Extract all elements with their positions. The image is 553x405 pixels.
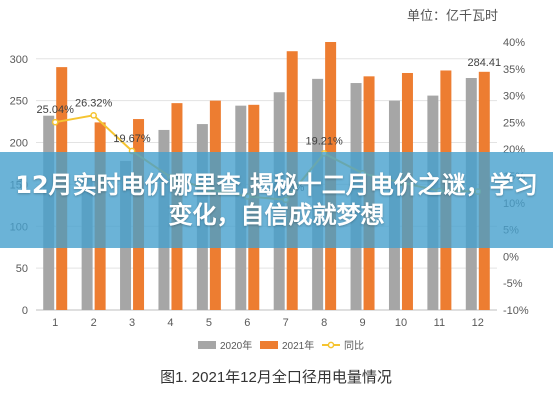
- x-tick-label: 4: [167, 317, 173, 329]
- chart-caption: 图1. 2021年12月全口径用电量情况: [160, 368, 392, 386]
- x-tick-label: 9: [359, 317, 365, 329]
- legend-swatch-point: [327, 341, 335, 349]
- legend-label: 同比: [344, 340, 364, 352]
- y-tick-right-label: 0%: [503, 251, 519, 263]
- x-tick-label: 8: [321, 317, 327, 329]
- y-tick-right-label: 30%: [503, 91, 525, 103]
- y-tick-right-label: -10%: [503, 305, 529, 317]
- legend-label: 2020年: [220, 339, 252, 352]
- data-label: 26.32%: [75, 97, 113, 109]
- data-label: 19.67%: [113, 133, 151, 145]
- y-tick-right-label: 40%: [503, 37, 525, 49]
- headline-banner: 12月实时电价哪里查,揭秘十二月电价之谜，学习变化，自信成就梦想: [0, 152, 553, 248]
- x-tick-label: 12: [472, 317, 484, 329]
- yoy-point: [51, 118, 59, 126]
- x-tick-label: 1: [52, 317, 58, 329]
- legend: 2020年 2021年 同比: [198, 339, 364, 352]
- legend-label: 2021年: [282, 339, 314, 352]
- y-tick-left-label: 50: [16, 263, 28, 275]
- x-tick-label: 5: [206, 317, 212, 329]
- data-label: 19.21%: [305, 135, 343, 147]
- y-tick-right-label: -5%: [503, 278, 523, 290]
- x-tick-label: 6: [244, 317, 250, 329]
- y-tick-right-label: 25%: [503, 117, 525, 129]
- x-tick-label: 11: [434, 317, 445, 329]
- x-tick-label: 7: [283, 317, 289, 329]
- y-tick-left-label: 300: [10, 54, 28, 66]
- data-label: 284.41: [467, 57, 501, 69]
- unit-label: 单位：亿千瓦时: [407, 8, 498, 23]
- legend-swatch: [260, 341, 278, 349]
- x-tick-label: 10: [395, 317, 407, 329]
- x-tick-label: 3: [129, 317, 135, 329]
- data-label: 25.04%: [37, 104, 75, 116]
- y-tick-left-label: 200: [10, 138, 28, 150]
- headline-text: 12月实时电价哪里查,揭秘十二月电价之谜，学习变化，自信成就梦想: [15, 171, 538, 229]
- x-tick-label: 2: [91, 317, 97, 329]
- y-tick-left-label: 0: [22, 305, 28, 317]
- legend-swatch: [198, 341, 216, 349]
- y-tick-left-label: 250: [10, 96, 28, 108]
- y-tick-right-label: 35%: [503, 64, 525, 76]
- yoy-point: [90, 111, 97, 119]
